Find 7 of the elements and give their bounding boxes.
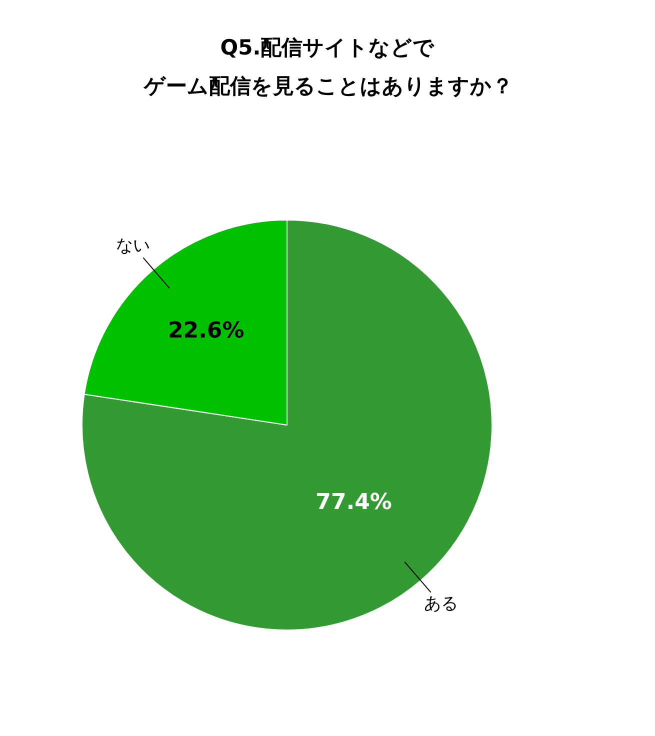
slice-label: ある — [424, 594, 458, 614]
data-label: 22.6% — [168, 318, 244, 344]
slice-label: ない — [116, 236, 150, 256]
chart-subtitle: ゲーム配信を見ることはありますか？ — [143, 74, 513, 98]
pie-slice — [82, 220, 492, 630]
data-label: 77.4% — [316, 490, 392, 516]
chart-title: Q5.配信サイトなどで — [220, 36, 435, 60]
